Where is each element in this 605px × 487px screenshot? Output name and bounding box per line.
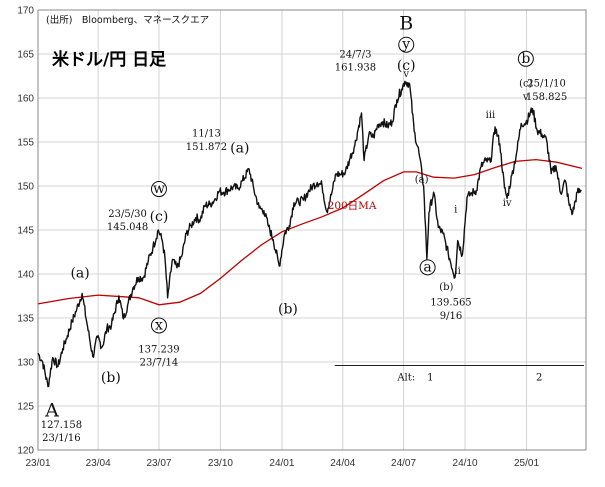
annotation-label: 23/7/14 bbox=[140, 358, 179, 369]
x-tick-label: 24/07 bbox=[391, 458, 416, 469]
y-tick-label: 165 bbox=[17, 50, 34, 61]
x-tick-label: 23/10 bbox=[208, 458, 233, 469]
y-tick-label: 130 bbox=[17, 358, 34, 369]
y-tick-label: 135 bbox=[17, 314, 34, 325]
alt-label: Alt: bbox=[396, 373, 415, 384]
annotation-label: (c) bbox=[519, 79, 533, 90]
y-tick-label: 170 bbox=[17, 6, 34, 17]
source-note: (出所) Bloomberg、マネースクエア bbox=[46, 14, 209, 26]
ma-label: 200日MA bbox=[328, 200, 377, 212]
plot-frame bbox=[37, 9, 587, 451]
annotation-label: 158.825 bbox=[526, 92, 567, 103]
wave-label: a bbox=[423, 259, 431, 275]
wave-circle bbox=[517, 50, 534, 67]
wave-label: x bbox=[155, 317, 163, 333]
annotation-label: (c) bbox=[150, 209, 169, 225]
alt-label: 1 bbox=[427, 373, 433, 384]
annotation-label: 139.565 bbox=[430, 298, 471, 309]
y-tick-label: 125 bbox=[17, 402, 34, 413]
annotation-label: 24/7/3 bbox=[339, 50, 371, 61]
wave-circle bbox=[419, 259, 436, 276]
y-tick-label: 120 bbox=[17, 446, 34, 457]
wave-circle bbox=[150, 317, 167, 334]
annotation-label: B bbox=[399, 12, 413, 34]
x-tick-label: 24/10 bbox=[453, 458, 478, 469]
wave-label: y bbox=[401, 37, 410, 53]
annotation-label: (a) bbox=[70, 266, 89, 282]
annotation-label: (b) bbox=[101, 370, 121, 386]
alt-label: 2 bbox=[536, 373, 542, 384]
annotation-label: iii bbox=[486, 110, 496, 121]
price-series bbox=[37, 80, 582, 388]
annotation-label: (a) bbox=[230, 141, 249, 157]
alt-divider: Alt: 1 2 bbox=[334, 365, 584, 384]
y-tick-labels: 120 125 130 135 140 145 150 155 160 165 170 bbox=[17, 6, 34, 457]
wave-circle bbox=[398, 36, 415, 53]
annotation-label: 151.872 bbox=[186, 142, 227, 153]
annotation-label: A bbox=[44, 400, 59, 422]
annotation-label: 11/13 bbox=[192, 129, 221, 140]
annotation-label: (b) bbox=[278, 302, 298, 318]
wave-circle bbox=[150, 181, 167, 198]
ma-200-line bbox=[37, 158, 583, 306]
wave-label: w bbox=[153, 181, 165, 197]
x-tick-label: 23/07 bbox=[146, 458, 171, 469]
y-tick-label: 155 bbox=[17, 138, 34, 149]
annotation-label: v bbox=[522, 92, 529, 103]
y-tick-label: 145 bbox=[17, 226, 34, 237]
annotation-label: ii bbox=[454, 266, 460, 277]
annotation-label: 23/1/16 bbox=[42, 433, 81, 444]
wave-label: b bbox=[521, 51, 530, 67]
annotation-label: 23/5/30 bbox=[108, 209, 147, 220]
x-tick-label: 23/01 bbox=[25, 458, 50, 469]
annotation-label: 25/1/10 bbox=[527, 79, 566, 90]
annotation-label: iv bbox=[503, 198, 512, 209]
annotation-label: 127.158 bbox=[41, 420, 82, 431]
annotation-label: 9/16 bbox=[440, 311, 462, 322]
price-line bbox=[37, 80, 582, 388]
annotation-label: (c) bbox=[397, 58, 416, 74]
annotation-label: v bbox=[402, 69, 409, 80]
x-tick-label: 24/04 bbox=[330, 458, 355, 469]
x-tick-labels: 23/01 23/04 23/07 23/10 24/01 24/04 24/07 24/10… bbox=[25, 458, 539, 469]
annotation-label: 137.239 bbox=[138, 344, 179, 355]
annotation-label: (b) bbox=[439, 282, 453, 293]
annotation-label: 161.938 bbox=[335, 63, 376, 74]
x-tick-label: 23/04 bbox=[86, 458, 111, 469]
chart-title: 米ドル/円 日足 bbox=[52, 49, 166, 70]
annotation-label: (a) bbox=[415, 174, 429, 185]
y-tick-label: 160 bbox=[17, 94, 34, 105]
y-tick-label: 150 bbox=[17, 182, 34, 193]
x-tick-label: 25/01 bbox=[514, 458, 539, 469]
annotation-label: 145.048 bbox=[107, 222, 148, 233]
annotation-label: i bbox=[454, 204, 457, 215]
y-tick-label: 140 bbox=[17, 270, 34, 281]
x-tick-label: 24/01 bbox=[269, 458, 294, 469]
